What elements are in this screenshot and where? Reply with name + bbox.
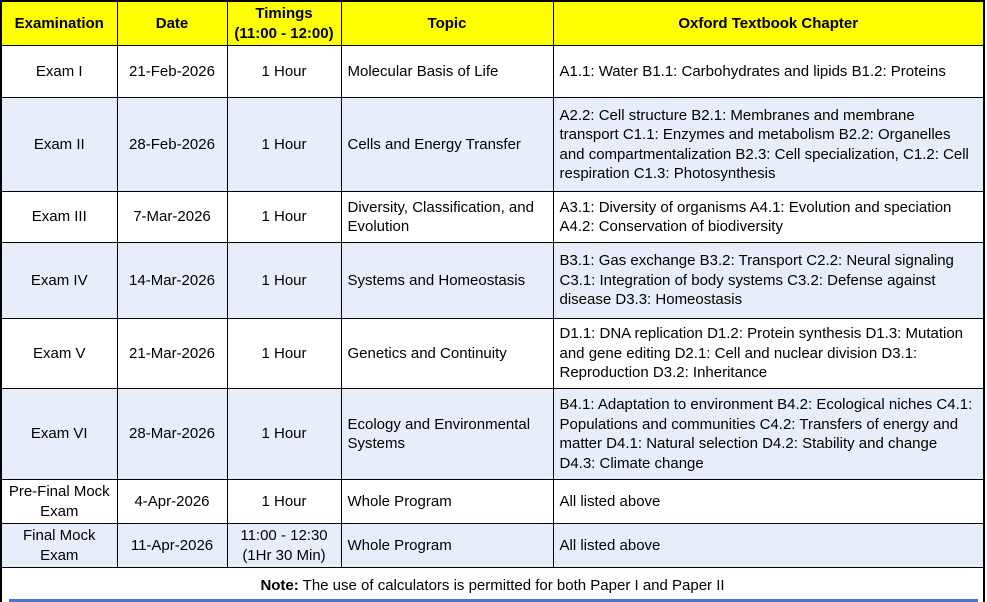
header-cell-examination: Examination [0, 0, 118, 46]
cell-timing: 1 Hour [226, 479, 342, 524]
cell-topic: Genetics and Continuity [340, 318, 554, 389]
cell-timing: 1 Hour [226, 242, 342, 319]
cell-topic: Whole Program [340, 479, 554, 524]
table-row-exam-4: Exam IV 14-Mar-2026 1 Hour Systems and H… [0, 242, 985, 319]
cell-topic: Ecology and Environmental Systems [340, 388, 554, 480]
cell-chapters: D1.1: DNA replication D1.2: Protein synt… [552, 318, 985, 389]
cell-exam: Exam III [0, 191, 118, 243]
cell-chapters: A2.2: Cell structure B2.1: Membranes and… [552, 97, 985, 192]
cell-date: 7-Mar-2026 [116, 191, 228, 243]
note-row: Note: The use of calculators is permitte… [0, 567, 985, 602]
cell-exam: Exam VI [0, 388, 118, 480]
note-text: The use of calculators is permitted for … [298, 576, 725, 594]
cell-exam: Pre-Final Mock Exam [0, 479, 118, 524]
cell-topic: Diversity, Classification, and Evolution [340, 191, 554, 243]
cell-timing: 11:00 - 12:30 (1Hr 30 Min) [226, 523, 342, 568]
cell-date: 28-Feb-2026 [116, 97, 228, 192]
cell-timing: 1 Hour [226, 45, 342, 98]
cell-chapters: A3.1: Diversity of organisms A4.1: Evolu… [552, 191, 985, 243]
cell-timing: 1 Hour [226, 388, 342, 480]
cell-timing: 1 Hour [226, 97, 342, 192]
cell-date: 11-Apr-2026 [116, 523, 228, 568]
header-cell-chapter: Oxford Textbook Chapter [552, 0, 985, 46]
cell-chapters: A1.1: Water B1.1: Carbohydrates and lipi… [552, 45, 985, 98]
cell-exam: Exam IV [0, 242, 118, 319]
table-row-prefinal-mock: Pre-Final Mock Exam 4-Apr-2026 1 Hour Wh… [0, 479, 985, 524]
cell-date: 21-Mar-2026 [116, 318, 228, 389]
cell-topic: Systems and Homeostasis [340, 242, 554, 319]
cell-date: 28-Mar-2026 [116, 388, 228, 480]
cell-chapters: B3.1: Gas exchange B3.2: Transport C2.2:… [552, 242, 985, 319]
cell-timing: 1 Hour [226, 191, 342, 243]
header-row: Examination Date Timings (11:00 - 12:00)… [0, 0, 985, 46]
cell-topic: Whole Program [340, 523, 554, 568]
cell-timing: 1 Hour [226, 318, 342, 389]
cell-exam: Exam V [0, 318, 118, 389]
note-label: Note: [260, 576, 299, 594]
table-row-exam-5: Exam V 21-Mar-2026 1 Hour Genetics and C… [0, 318, 985, 389]
cell-date: 21-Feb-2026 [116, 45, 228, 98]
header-cell-topic: Topic [340, 0, 554, 46]
cell-exam: Exam II [0, 97, 118, 192]
table-row-exam-1: Exam I 21-Feb-2026 1 Hour Molecular Basi… [0, 45, 985, 98]
header-cell-timings: Timings (11:00 - 12:00) [226, 0, 342, 46]
cell-exam: Final Mock Exam [0, 523, 118, 568]
cell-chapters: All listed above [552, 523, 985, 568]
table-row-exam-3: Exam III 7-Mar-2026 1 Hour Diversity, Cl… [0, 191, 985, 243]
table-row-final-mock: Final Mock Exam 11-Apr-2026 11:00 - 12:3… [0, 523, 985, 568]
table-row-exam-2: Exam II 28-Feb-2026 1 Hour Cells and Ene… [0, 97, 985, 192]
cell-exam: Exam I [0, 45, 118, 98]
cell-date: 14-Mar-2026 [116, 242, 228, 319]
cell-chapters: B4.1: Adaptation to environment B4.2: Ec… [552, 388, 985, 480]
cell-topic: Molecular Basis of Life [340, 45, 554, 98]
note-cell: Note: The use of calculators is permitte… [0, 567, 985, 602]
table-row-exam-6: Exam VI 28-Mar-2026 1 Hour Ecology and E… [0, 388, 985, 480]
selection-border [9, 599, 978, 602]
cell-chapters: All listed above [552, 479, 985, 524]
cell-date: 4-Apr-2026 [116, 479, 228, 524]
cell-topic: Cells and Energy Transfer [340, 97, 554, 192]
header-cell-date: Date [116, 0, 228, 46]
